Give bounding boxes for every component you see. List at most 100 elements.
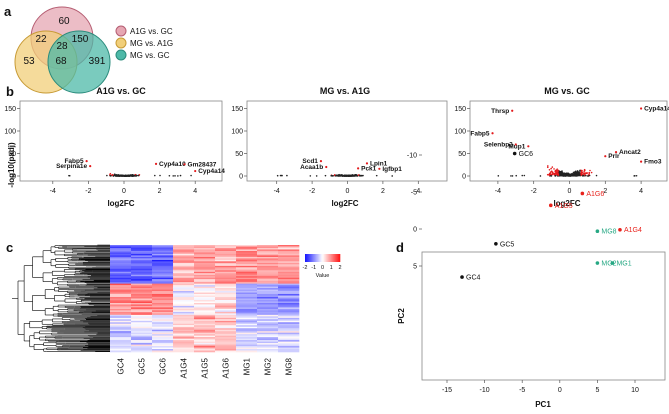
gene-label: Serpina1e xyxy=(56,163,87,170)
heatmap-cell xyxy=(278,262,300,265)
heatmap: GC4 GC5 GC6 A1G4 A1G5 A1G6 MG1 MG2 MG8 xyxy=(110,245,300,378)
heatmap-cell xyxy=(131,280,153,283)
pca-point-label: A1G6 xyxy=(586,191,604,198)
venn-count: 22 xyxy=(35,34,47,45)
heatmap-column-label: A1G4 xyxy=(180,357,189,378)
heatmap-cell xyxy=(278,253,300,256)
heatmap-cell xyxy=(131,247,153,250)
heatmap-cell xyxy=(257,259,279,262)
volcano-point xyxy=(114,174,116,177)
heatmap-cell xyxy=(215,332,237,335)
heatmap-cell xyxy=(194,344,216,347)
y-tick-label: 100 xyxy=(4,129,16,136)
heatmap-cell xyxy=(215,261,237,264)
volcano-point xyxy=(521,174,524,177)
heatmap-cell xyxy=(110,289,132,292)
heatmap-cell xyxy=(173,271,195,274)
legend-label: MG vs. GC xyxy=(130,51,170,60)
heatmap-cell xyxy=(110,335,132,338)
heatmap-cell xyxy=(131,291,153,293)
heatmap-cell xyxy=(173,332,195,335)
volcano-point xyxy=(338,175,341,177)
heatmap-cell xyxy=(131,305,153,308)
volcano-point xyxy=(554,175,557,177)
heatmap-cell xyxy=(215,256,237,259)
legend-gradient-step xyxy=(328,254,330,262)
heatmap-cell xyxy=(257,322,279,325)
heatmap-cell xyxy=(278,294,300,296)
heatmap-cell xyxy=(131,346,153,348)
heatmap-cell xyxy=(236,246,258,249)
heatmap-cell xyxy=(173,245,195,247)
legend-gradient-step xyxy=(307,254,309,262)
heatmap-cell xyxy=(278,292,300,295)
heatmap-cell xyxy=(257,341,279,344)
heatmap-cell xyxy=(257,298,279,301)
gene-point xyxy=(527,145,530,148)
heatmap-cell xyxy=(131,259,153,262)
heatmap-cell xyxy=(194,298,216,301)
heatmap-cell xyxy=(110,285,132,287)
volcano-point xyxy=(551,166,554,168)
heatmap-cell xyxy=(278,314,300,317)
heatmap-cell xyxy=(110,279,132,281)
gene-point xyxy=(183,163,186,166)
heatmap-cell xyxy=(236,313,258,316)
heatmap-cell xyxy=(173,341,195,344)
venn-count: 68 xyxy=(55,56,67,67)
heatmap-cell xyxy=(131,299,153,302)
heatmap-cell xyxy=(131,329,153,332)
gene-point xyxy=(640,160,643,163)
pca-xlabel: PC1 xyxy=(535,400,551,409)
heatmap-cell xyxy=(131,288,153,290)
heatmap-cell xyxy=(194,316,216,319)
heatmap-cell xyxy=(173,252,195,255)
heatmap-cell xyxy=(194,341,216,344)
legend-tick-label: -2 xyxy=(303,265,308,271)
heatmap-cell xyxy=(152,331,174,333)
heatmap-cell xyxy=(257,317,279,320)
gene-point xyxy=(604,155,607,158)
heatmap-cell xyxy=(215,316,237,319)
heatmap-cell xyxy=(152,317,174,320)
heatmap-cell xyxy=(131,297,153,299)
heatmap-cell xyxy=(194,288,216,290)
volcano-point xyxy=(549,171,552,173)
volcano-point xyxy=(119,174,121,177)
y-tick-label: 50 xyxy=(235,151,243,158)
heatmap-cell xyxy=(152,344,174,347)
volcano-point xyxy=(579,170,581,173)
heatmap-cell xyxy=(194,247,216,250)
x-tick-label: -2 xyxy=(531,188,537,195)
heatmap-cell xyxy=(278,245,300,247)
pca-point xyxy=(494,242,498,246)
y-tick-label: 50 xyxy=(458,151,466,158)
heatmap-cell xyxy=(278,299,300,302)
volcano-point xyxy=(554,172,557,174)
y-tick-label: 150 xyxy=(231,106,243,113)
heatmap-cell xyxy=(278,274,300,277)
heatmap-cell xyxy=(257,285,279,287)
heatmap-cell xyxy=(215,349,237,351)
volcano-point xyxy=(341,175,344,177)
heatmap-cell xyxy=(131,316,153,319)
heatmap-cell xyxy=(173,335,195,338)
heatmap-cell xyxy=(236,249,258,252)
heatmap-cell xyxy=(173,261,195,264)
heatmap-cell xyxy=(194,338,216,341)
heatmap-cell xyxy=(131,279,153,281)
heatmap-cell xyxy=(194,259,216,262)
volcano-point xyxy=(523,174,526,177)
heatmap-cell xyxy=(152,346,174,348)
heatmap-cell xyxy=(278,246,300,249)
venn-count: 28 xyxy=(56,41,68,52)
heatmap-cell xyxy=(173,344,195,347)
volcano-point xyxy=(581,169,583,172)
volcano-point xyxy=(391,175,394,177)
y-tick-label: -10 xyxy=(407,153,417,160)
pca-point xyxy=(595,261,600,265)
heatmap-cell xyxy=(278,252,300,255)
heatmap-cell xyxy=(257,289,279,292)
x-tick-label: -5 xyxy=(519,387,525,394)
heatmap-cell xyxy=(152,328,174,331)
